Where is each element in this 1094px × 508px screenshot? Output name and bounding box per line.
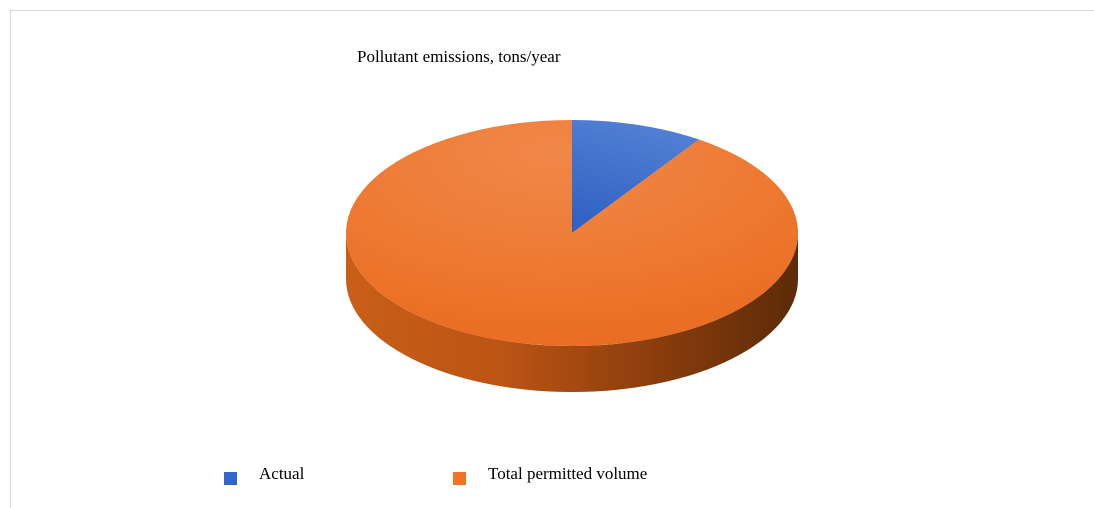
pie-slice-actual <box>572 120 700 233</box>
legend-label-total-permitted-volume: Total permitted volume <box>488 464 648 483</box>
legend-item-total-permitted-volume: Total permitted volume <box>453 464 648 485</box>
chart-title: Pollutant emissions, tons/year <box>357 47 561 66</box>
pie-side-total-permitted-volume <box>346 233 798 392</box>
legend-item-actual: Actual <box>224 464 305 485</box>
legend-swatch-actual <box>224 471 237 485</box>
legend-swatch-total-permitted-volume <box>453 471 466 485</box>
pie-slice-total-permitted-volume <box>345 120 798 346</box>
legend-label-actual: Actual <box>259 464 305 483</box>
pie-side-wall <box>346 233 798 392</box>
pie-top-slices <box>345 120 798 346</box>
